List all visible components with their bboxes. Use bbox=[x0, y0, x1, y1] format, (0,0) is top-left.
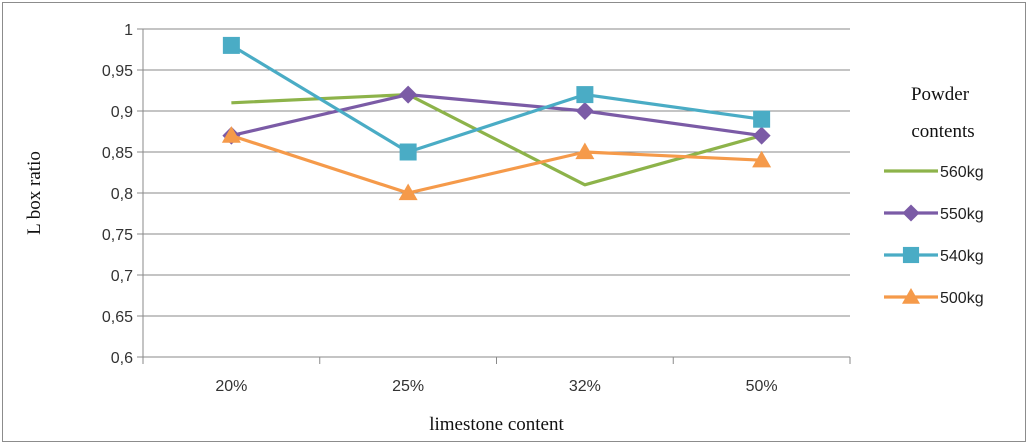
legend-item-500kg: 500kg bbox=[884, 288, 984, 307]
legend-label: 560kg bbox=[940, 164, 984, 181]
legend-label: 550kg bbox=[940, 206, 984, 223]
x-tick-label: 20% bbox=[215, 378, 247, 395]
y-tick-label: 0,7 bbox=[111, 268, 133, 285]
legend-title-line-1: Powder bbox=[911, 84, 970, 105]
series-500kg bbox=[222, 126, 771, 200]
x-axis-title: limestone content bbox=[429, 414, 564, 432]
data-point-diamond bbox=[902, 204, 919, 221]
legend-label: 500kg bbox=[940, 290, 984, 307]
y-axis-title: L box ratio bbox=[24, 151, 45, 235]
series-550kg bbox=[222, 86, 770, 145]
legend-item-550kg: 550kg bbox=[884, 204, 984, 223]
data-point-square bbox=[753, 111, 770, 128]
line-chart: 0,6 0,65 0,7 0,75 0,8 0,85 0,9 0,95 1 20% 25% 32% 5… bbox=[0, 0, 1031, 432]
data-point-diamond bbox=[399, 86, 417, 104]
y-tick-label: 0,85 bbox=[102, 145, 133, 162]
legend: Powder contents 560kg 550kg 540kg 500kg bbox=[884, 84, 984, 307]
x-tick-label: 25% bbox=[392, 378, 424, 395]
legend-items: 560kg 550kg 540kg 500kg bbox=[884, 164, 984, 307]
x-tick-label: 32% bbox=[569, 378, 601, 395]
y-tick-label: 0,75 bbox=[102, 227, 133, 244]
y-tick-label: 0,8 bbox=[111, 186, 133, 203]
series-line bbox=[231, 136, 761, 193]
series-line bbox=[231, 95, 761, 136]
x-tick-label: 50% bbox=[746, 378, 778, 395]
legend-label: 540kg bbox=[940, 248, 984, 265]
data-point-square bbox=[223, 37, 240, 54]
series-group bbox=[222, 37, 771, 200]
x-tick-labels: 20% 25% 32% 50% bbox=[215, 378, 777, 395]
data-point-diamond bbox=[753, 127, 771, 145]
data-point-square bbox=[903, 247, 919, 263]
data-point-square bbox=[576, 86, 593, 103]
legend-title-line-2: contents bbox=[911, 121, 974, 142]
legend-item-540kg: 540kg bbox=[884, 247, 984, 265]
y-tick-label: 0,65 bbox=[102, 309, 133, 326]
y-tick-label: 0,95 bbox=[102, 63, 133, 80]
y-tick-label: 1 bbox=[124, 22, 133, 39]
y-tick-label: 0,9 bbox=[111, 104, 133, 121]
legend-item-560kg: 560kg bbox=[884, 164, 984, 181]
data-point-square bbox=[400, 144, 417, 161]
axes bbox=[137, 29, 850, 364]
y-tick-labels: 0,6 0,65 0,7 0,75 0,8 0,85 0,9 0,95 1 bbox=[102, 22, 133, 367]
y-tick-label: 0,6 bbox=[111, 350, 133, 367]
data-point-diamond bbox=[576, 102, 594, 120]
